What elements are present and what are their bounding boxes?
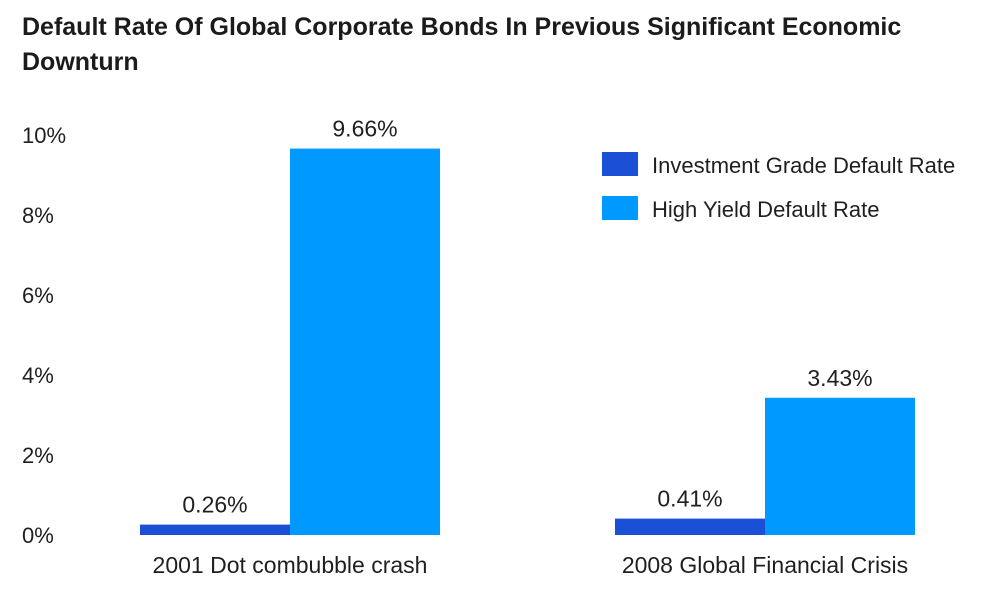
- legend-label: Investment Grade Default Rate: [652, 153, 955, 178]
- legend-label: High Yield Default Rate: [652, 197, 879, 222]
- data-label: 0.41%: [657, 486, 722, 512]
- y-tick-label: 10%: [22, 123, 66, 148]
- x-axis: 2001 Dot combubble crash 2008 Global Fina…: [153, 552, 909, 578]
- y-tick-label: 8%: [22, 203, 54, 228]
- y-tick-label: 6%: [22, 283, 54, 308]
- data-labels: 0.26% 9.66% 0.41% 3.43%: [182, 116, 872, 518]
- legend-swatch: [602, 196, 638, 220]
- bars: [140, 148, 915, 535]
- y-tick-label: 0%: [22, 523, 54, 548]
- category-label: 2008 Global Financial Crisis: [622, 552, 908, 578]
- data-label: 9.66%: [332, 116, 397, 142]
- y-tick-label: 2%: [22, 443, 54, 468]
- legend: Investment Grade Default Rate High Yield …: [602, 152, 955, 222]
- legend-swatch: [602, 152, 638, 176]
- category-label: 2001 Dot combubble crash: [153, 552, 428, 578]
- bar: [615, 518, 765, 535]
- bar: [765, 397, 915, 535]
- y-axis: 0% 2% 4% 6% 8% 10%: [22, 123, 66, 548]
- data-label: 3.43%: [807, 365, 872, 391]
- bar: [140, 524, 290, 535]
- chart-title: Default Rate Of Global Corporate Bonds I…: [22, 13, 902, 76]
- bar: [290, 148, 440, 535]
- y-tick-label: 4%: [22, 363, 54, 388]
- data-label: 0.26%: [182, 492, 247, 518]
